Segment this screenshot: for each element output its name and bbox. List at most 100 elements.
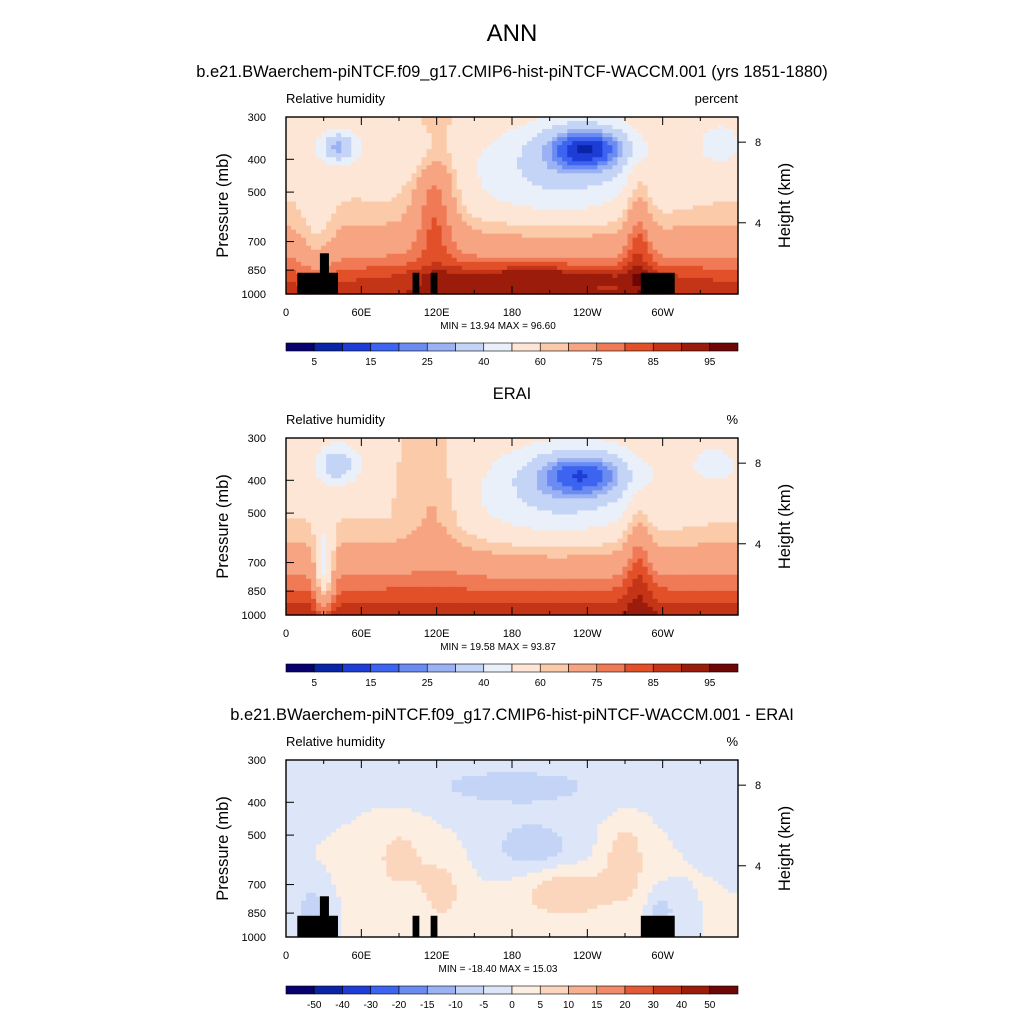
field-cell xyxy=(336,233,342,239)
field-cell xyxy=(406,237,413,243)
field-cell xyxy=(331,277,337,283)
field-cell xyxy=(311,610,317,616)
field-cell xyxy=(732,185,739,191)
field-cell xyxy=(406,229,413,235)
field-cell xyxy=(557,289,563,295)
field-cell xyxy=(672,145,679,150)
field-cell xyxy=(466,125,473,130)
field-cell xyxy=(517,253,523,259)
field-cell xyxy=(436,289,443,295)
field-cell xyxy=(311,165,317,170)
field-cell xyxy=(386,121,393,126)
field-cell xyxy=(582,165,588,170)
field-cell xyxy=(707,233,714,239)
field-cell xyxy=(386,229,393,235)
field-cell xyxy=(301,598,307,604)
field-cell xyxy=(476,169,483,174)
field-cell xyxy=(331,189,337,195)
field-cell xyxy=(301,145,307,150)
field-cell xyxy=(506,217,513,223)
field-cell xyxy=(336,253,342,259)
field-cell xyxy=(612,173,619,178)
field-cell xyxy=(316,185,322,191)
field-cell xyxy=(607,193,614,199)
field-cell xyxy=(326,229,332,235)
field-cell xyxy=(316,438,322,443)
field-cell xyxy=(286,438,292,443)
field-cell xyxy=(461,117,468,122)
field-cell xyxy=(532,185,538,191)
field-cell xyxy=(396,153,403,158)
field-cell xyxy=(301,442,307,447)
field-cell xyxy=(471,245,478,251)
field-cell xyxy=(491,197,498,203)
field-cell xyxy=(361,285,367,291)
field-cell xyxy=(321,482,327,487)
field-cell xyxy=(727,289,734,295)
field-cell xyxy=(316,117,322,122)
field-cell xyxy=(506,285,513,291)
field-cell xyxy=(672,281,679,287)
field-cell xyxy=(592,257,598,263)
field-cell xyxy=(411,233,418,239)
field-cell xyxy=(622,225,629,231)
field-cell xyxy=(532,153,538,158)
field-cell xyxy=(341,257,347,263)
field-cell xyxy=(512,269,518,275)
field-cell xyxy=(446,209,453,215)
field-cell xyxy=(692,165,699,170)
field-cell xyxy=(311,237,317,243)
field-cell xyxy=(617,205,624,211)
field-cell xyxy=(346,534,352,540)
field-cell xyxy=(386,149,393,154)
field-cell xyxy=(522,285,528,291)
field-cell xyxy=(637,273,644,279)
field-cell xyxy=(486,133,493,138)
field-cell xyxy=(371,117,377,122)
field-cell xyxy=(527,221,533,227)
field-cell xyxy=(406,277,413,283)
field-cell xyxy=(697,189,704,195)
field-cell xyxy=(311,185,317,191)
field-cell xyxy=(381,125,388,130)
field-cell xyxy=(431,129,438,134)
field-cell xyxy=(311,273,317,279)
field-cell xyxy=(381,466,388,471)
field-cell xyxy=(396,189,403,195)
field-cell xyxy=(532,169,538,174)
field-cell xyxy=(727,165,734,170)
field-cell xyxy=(361,458,367,463)
field-cell xyxy=(707,145,714,150)
field-cell xyxy=(441,269,448,275)
field-cell xyxy=(316,586,322,592)
field-cell xyxy=(587,125,593,130)
field-cell xyxy=(667,261,674,267)
field-cell xyxy=(311,490,317,495)
field-cell xyxy=(311,586,317,592)
field-cell xyxy=(291,446,297,451)
field-cell xyxy=(532,173,538,178)
field-cell xyxy=(637,241,644,247)
field-cell xyxy=(627,173,634,178)
field-cell xyxy=(657,273,664,279)
field-cell xyxy=(622,189,629,195)
field-cell xyxy=(597,117,603,122)
field-cell xyxy=(321,610,327,616)
field-cell xyxy=(692,189,699,195)
field-cell xyxy=(501,269,508,275)
field-cell xyxy=(512,237,518,243)
field-cell xyxy=(562,253,568,259)
field-cell xyxy=(306,265,312,271)
topography-block xyxy=(430,272,438,294)
field-cell xyxy=(597,241,603,247)
field-cell xyxy=(542,285,548,291)
field-cell xyxy=(456,213,463,219)
field-cell xyxy=(356,510,362,516)
field-cell xyxy=(517,189,523,195)
field-cell xyxy=(351,125,357,130)
field-cell xyxy=(512,165,518,170)
field-cell xyxy=(336,197,342,203)
field-cell xyxy=(401,237,408,243)
field-cell xyxy=(286,534,292,540)
field-cell xyxy=(356,586,362,592)
